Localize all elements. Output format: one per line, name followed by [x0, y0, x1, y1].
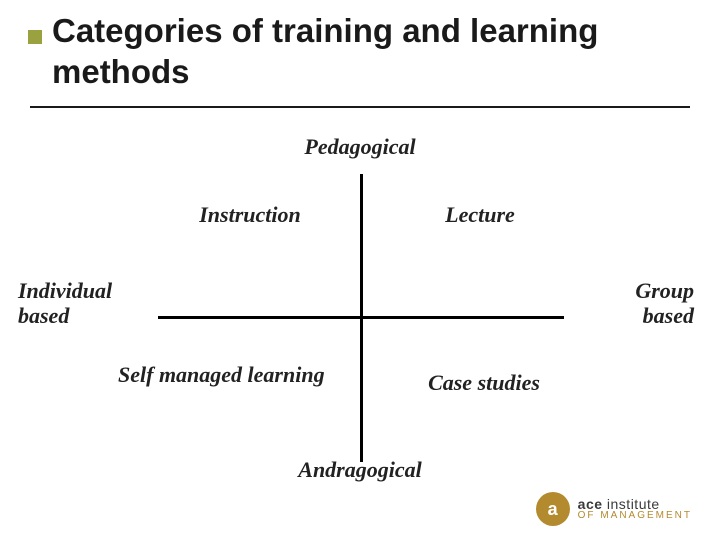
title-bullet-icon	[28, 30, 42, 44]
quadrant-bottom-right: Case studies	[384, 370, 584, 396]
quadrant-top-left: Instruction	[150, 202, 350, 228]
logo-line1: ace institute	[578, 497, 692, 511]
axis-top-label: Pedagogical	[0, 134, 720, 159]
title-underline	[30, 106, 690, 108]
slide-title: Categories of training and learning meth…	[30, 10, 690, 93]
slide: Categories of training and learning meth…	[0, 0, 720, 540]
quadrant-bottom-left: Self managed learning	[118, 362, 338, 388]
footer-logo: a ace institute OF MANAGEMENT	[536, 492, 692, 526]
axis-right-label: Group based	[584, 278, 694, 329]
axis-left-label: Individual based	[18, 278, 158, 329]
logo-mark-icon: a	[536, 492, 570, 526]
horizontal-axis-line	[158, 316, 564, 319]
logo-line2: OF MANAGEMENT	[578, 511, 692, 521]
quadrant-diagram: Pedagogical Andragogical Individual base…	[0, 120, 720, 500]
logo-text: ace institute OF MANAGEMENT	[578, 497, 692, 521]
quadrant-top-right: Lecture	[380, 202, 580, 228]
title-block: Categories of training and learning meth…	[30, 10, 690, 93]
